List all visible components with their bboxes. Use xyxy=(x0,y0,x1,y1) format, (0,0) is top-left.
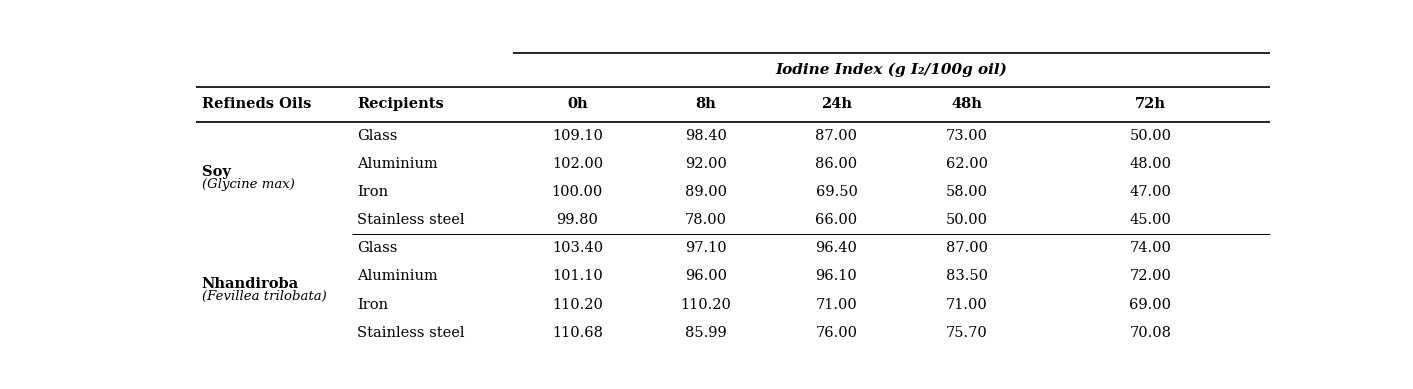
Text: Recipients: Recipients xyxy=(357,97,444,111)
Text: 98.40: 98.40 xyxy=(685,129,728,143)
Text: Stainless steel: Stainless steel xyxy=(357,326,465,340)
Text: 69.00: 69.00 xyxy=(1129,298,1171,312)
Text: 110.20: 110.20 xyxy=(681,298,732,312)
Text: 83.50: 83.50 xyxy=(945,270,988,284)
Text: 87.00: 87.00 xyxy=(815,129,858,143)
Text: (Glycine max): (Glycine max) xyxy=(202,177,295,191)
Text: 0h: 0h xyxy=(567,97,588,111)
Text: Iron: Iron xyxy=(357,298,389,312)
Text: Glass: Glass xyxy=(357,129,398,143)
Text: 103.40: 103.40 xyxy=(551,241,603,255)
Text: 71.00: 71.00 xyxy=(945,298,988,312)
Text: 48h: 48h xyxy=(951,97,982,111)
Text: Aluminium: Aluminium xyxy=(357,270,438,284)
Text: 99.80: 99.80 xyxy=(557,213,598,227)
Text: Soy: Soy xyxy=(202,165,230,179)
Text: Refineds Oils: Refineds Oils xyxy=(202,97,311,111)
Text: 58.00: 58.00 xyxy=(945,185,988,199)
Text: 48.00: 48.00 xyxy=(1129,157,1171,171)
Text: 70.08: 70.08 xyxy=(1129,326,1171,340)
Text: 92.00: 92.00 xyxy=(685,157,728,171)
Text: 97.10: 97.10 xyxy=(685,241,726,255)
Text: 87.00: 87.00 xyxy=(945,241,988,255)
Text: 73.00: 73.00 xyxy=(945,129,988,143)
Text: 89.00: 89.00 xyxy=(685,185,728,199)
Text: 50.00: 50.00 xyxy=(1129,129,1171,143)
Text: 85.99: 85.99 xyxy=(685,326,726,340)
Text: (Fevillea trilobata): (Fevillea trilobata) xyxy=(202,290,326,303)
Text: 72h: 72h xyxy=(1135,97,1166,111)
Text: 86.00: 86.00 xyxy=(815,157,858,171)
Text: 62.00: 62.00 xyxy=(945,157,988,171)
Text: 24h: 24h xyxy=(821,97,852,111)
Text: 50.00: 50.00 xyxy=(945,213,988,227)
Text: 76.00: 76.00 xyxy=(815,326,858,340)
Text: Iodine Index (g I₂/100g oil): Iodine Index (g I₂/100g oil) xyxy=(776,63,1007,77)
Text: 72.00: 72.00 xyxy=(1129,270,1171,284)
Text: 100.00: 100.00 xyxy=(551,185,603,199)
Text: 110.68: 110.68 xyxy=(552,326,603,340)
Text: Nhandiroba: Nhandiroba xyxy=(202,277,300,291)
Text: 102.00: 102.00 xyxy=(551,157,603,171)
Text: 69.50: 69.50 xyxy=(815,185,858,199)
Text: 47.00: 47.00 xyxy=(1129,185,1171,199)
Text: Glass: Glass xyxy=(357,241,398,255)
Text: 78.00: 78.00 xyxy=(685,213,728,227)
Text: 66.00: 66.00 xyxy=(815,213,858,227)
Text: 74.00: 74.00 xyxy=(1129,241,1171,255)
Text: Stainless steel: Stainless steel xyxy=(357,213,465,227)
Text: Aluminium: Aluminium xyxy=(357,157,438,171)
Text: 110.20: 110.20 xyxy=(552,298,603,312)
Text: 96.40: 96.40 xyxy=(815,241,858,255)
Text: 96.00: 96.00 xyxy=(685,270,728,284)
Text: 71.00: 71.00 xyxy=(815,298,858,312)
Text: 109.10: 109.10 xyxy=(552,129,603,143)
Text: 45.00: 45.00 xyxy=(1129,213,1171,227)
Text: 75.70: 75.70 xyxy=(945,326,988,340)
Text: Iron: Iron xyxy=(357,185,389,199)
Text: 101.10: 101.10 xyxy=(552,270,603,284)
Text: 8h: 8h xyxy=(695,97,716,111)
Text: 96.10: 96.10 xyxy=(815,270,858,284)
